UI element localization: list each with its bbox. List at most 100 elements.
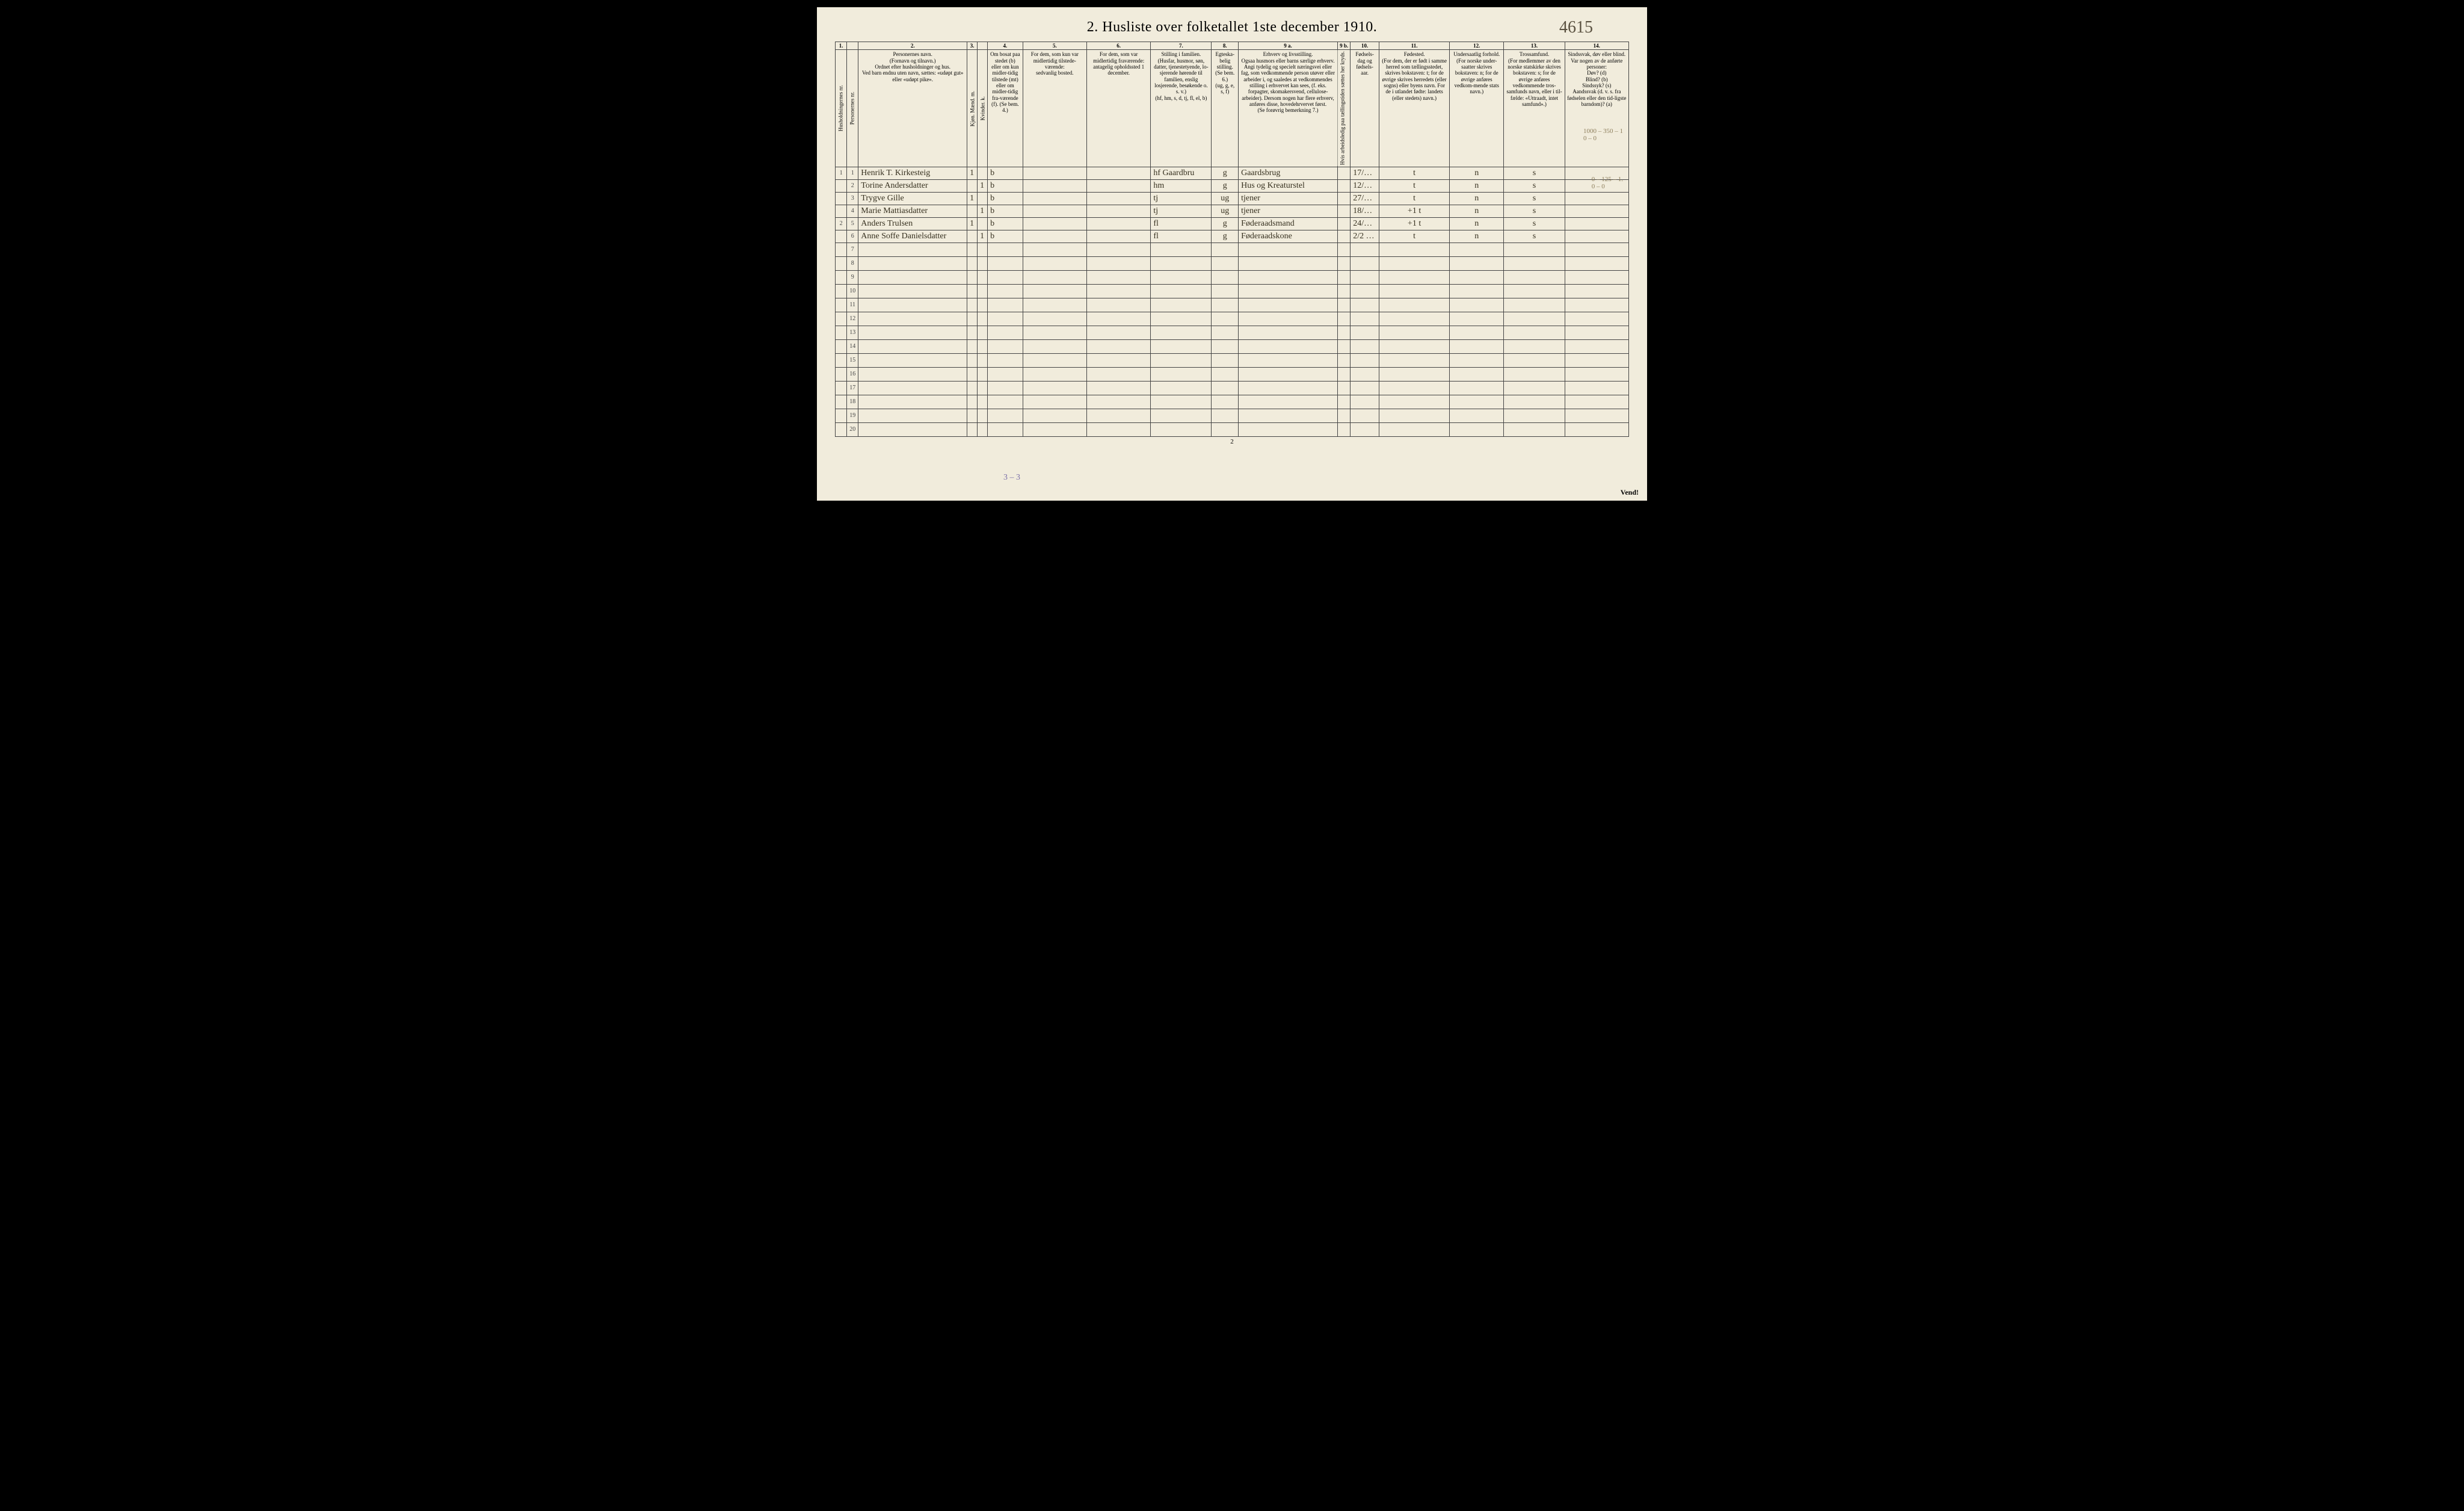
cell-empty	[1239, 312, 1338, 326]
colnum: 11.	[1379, 42, 1450, 50]
cell-empty	[858, 270, 967, 284]
hdr-birthplace: Fødested. (For dem, der er født i samme …	[1379, 50, 1450, 167]
cell-c7	[1023, 179, 1086, 192]
cell-empty	[1023, 256, 1086, 270]
cell-empty	[1087, 284, 1151, 298]
cell-x	[1337, 230, 1350, 243]
cell-empty	[1212, 367, 1239, 381]
hdr-marital: Egteska-belig stilling. (Se bem. 6.) (ug…	[1212, 50, 1239, 167]
cell-empty	[1504, 367, 1565, 381]
cell-b: b	[988, 205, 1023, 217]
cell-empty	[836, 298, 847, 312]
cell-empty	[1450, 395, 1504, 409]
cell-empty	[1504, 381, 1565, 395]
cell-fam: tj	[1151, 205, 1212, 217]
cell-empty	[967, 409, 978, 422]
cell-dob: 24/12 1830	[1351, 217, 1379, 230]
cell-fam: fl	[1151, 230, 1212, 243]
cell-erhv: Gaardsbrug	[1239, 167, 1338, 179]
cell-empty	[1504, 298, 1565, 312]
cell-empty	[988, 243, 1023, 256]
cell-hh	[836, 179, 847, 192]
cell-empty	[858, 326, 967, 339]
cell-empty	[1239, 339, 1338, 353]
colnum: 3.	[967, 42, 978, 50]
cell-sind	[1565, 205, 1628, 217]
cell-hh: 1	[836, 167, 847, 179]
hdr-residence: Om bosat paa stedet (b) eller om kun mid…	[988, 50, 1023, 167]
cell-empty	[967, 243, 978, 256]
cell-empty	[978, 312, 988, 326]
cell-empty	[836, 395, 847, 409]
cell-empty	[1450, 298, 1504, 312]
cell-empty	[1450, 339, 1504, 353]
cell-eg: ug	[1212, 205, 1239, 217]
cell-c8	[1087, 192, 1151, 205]
cell-empty	[978, 422, 988, 436]
cell-empty: 8	[847, 256, 858, 270]
cell-empty	[1450, 353, 1504, 367]
cell-c7	[1023, 192, 1086, 205]
cell-empty	[1239, 395, 1338, 409]
cell-empty	[1087, 409, 1151, 422]
cell-empty	[988, 367, 1023, 381]
cell-empty	[858, 243, 967, 256]
table-row: 3Trygve Gille1btjugtjener27/7 1895tns	[836, 192, 1629, 205]
cell-empty	[1351, 422, 1379, 436]
cell-empty	[858, 298, 967, 312]
cell-empty	[836, 270, 847, 284]
cell-empty	[967, 339, 978, 353]
table-row: 11Henrik T. Kirkesteig1bhf GaardbrugGaar…	[836, 167, 1629, 179]
table-row-empty: 8	[836, 256, 1629, 270]
hdr-nationality: Undersaatlig forhold. (For norske under-…	[1450, 50, 1504, 167]
cell-empty	[978, 298, 988, 312]
cell-fam: tj	[1151, 192, 1212, 205]
cell-eg: ug	[1212, 192, 1239, 205]
cell-empty	[1023, 298, 1086, 312]
cell-empty	[988, 326, 1023, 339]
colnum: 9 b.	[1337, 42, 1350, 50]
cell-tro: s	[1504, 217, 1565, 230]
cell-empty: 15	[847, 353, 858, 367]
cell-empty	[1565, 298, 1628, 312]
cell-empty: 19	[847, 409, 858, 422]
cell-empty	[836, 353, 847, 367]
cell-empty	[1239, 256, 1338, 270]
cell-empty	[1450, 284, 1504, 298]
cell-empty: 11	[847, 298, 858, 312]
cell-empty	[1151, 367, 1212, 381]
cell-b: b	[988, 167, 1023, 179]
cell-dob: 12/1 1878	[1351, 179, 1379, 192]
cell-empty	[1151, 381, 1212, 395]
cell-empty	[1351, 256, 1379, 270]
cell-empty	[1337, 312, 1350, 326]
cell-empty	[1239, 367, 1338, 381]
cell-x	[1337, 167, 1350, 179]
cell-empty	[1087, 256, 1151, 270]
cell-empty	[1351, 381, 1379, 395]
cell-empty	[1379, 367, 1450, 381]
cell-pn: 6	[847, 230, 858, 243]
cell-empty	[1565, 381, 1628, 395]
cell-empty	[1151, 312, 1212, 326]
hdr-occupation: Erhverv og livsstilling. Ogsaa husmors e…	[1239, 50, 1338, 167]
handwritten-sheet-number: 4615	[1559, 18, 1593, 37]
cell-empty	[988, 339, 1023, 353]
cell-empty	[1023, 353, 1086, 367]
cell-empty	[1239, 409, 1338, 422]
cell-eg: g	[1212, 217, 1239, 230]
colnum: 2.	[858, 42, 967, 50]
cell-empty	[978, 326, 988, 339]
cell-empty	[967, 381, 978, 395]
cell-empty	[1023, 381, 1086, 395]
cell-empty	[1565, 312, 1628, 326]
cell-m: 1	[967, 217, 978, 230]
cell-c7	[1023, 167, 1086, 179]
cell-empty	[1450, 422, 1504, 436]
cell-fod: t	[1379, 179, 1450, 192]
cell-empty	[967, 395, 978, 409]
cell-name: Henrik T. Kirkesteig	[858, 167, 967, 179]
cell-empty	[1023, 409, 1086, 422]
cell-empty	[1565, 339, 1628, 353]
cell-c7	[1023, 217, 1086, 230]
